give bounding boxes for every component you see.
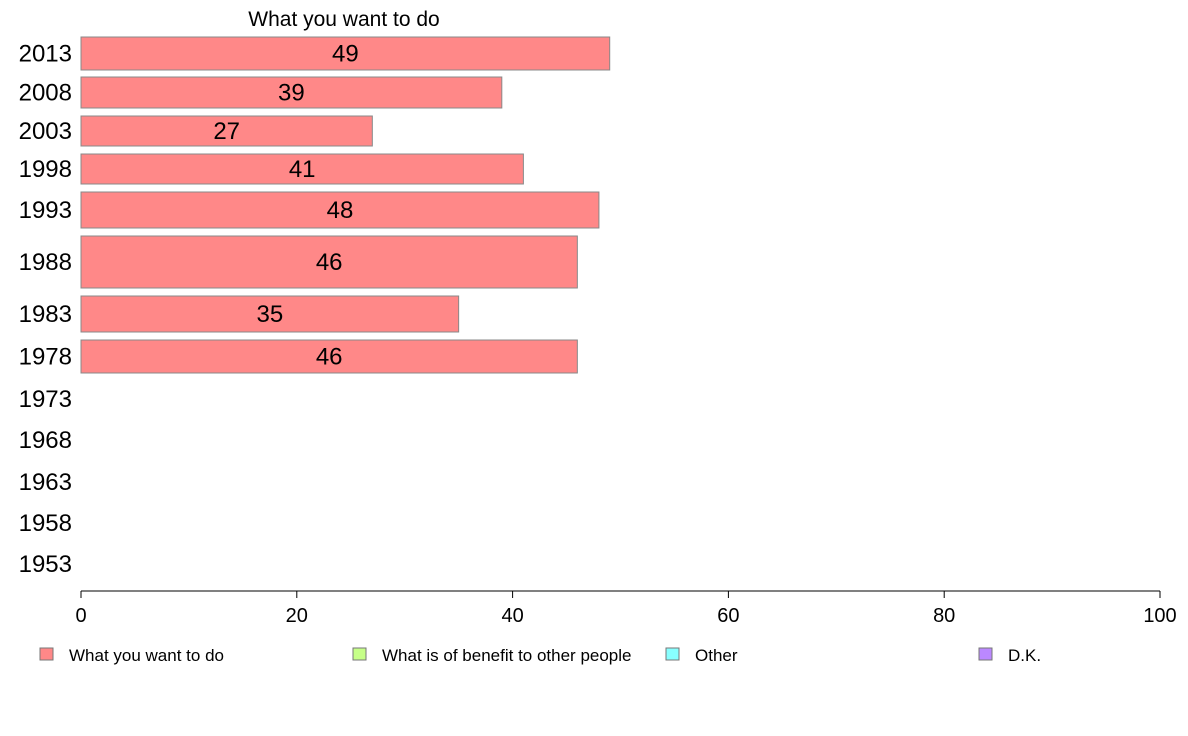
bar-1983	[80, 295, 460, 333]
category-label-1983: 1983	[19, 301, 72, 328]
bar-2013	[80, 36, 611, 71]
bar-2003	[80, 115, 373, 147]
bar-row-1983: 1983 35	[19, 295, 460, 333]
category-label-1993: 1993	[19, 197, 72, 224]
category-label-1973: 1973	[19, 386, 72, 413]
category-label-2003: 2003	[19, 118, 72, 145]
legend: What you want to do What is of benefit to…	[39, 646, 1041, 665]
category-label-1978: 1978	[19, 344, 72, 371]
x-tick-label-0: 0	[75, 605, 86, 627]
legend-item-3: D.K.	[978, 646, 1041, 665]
chart-rows: 2013 49 2008 39 2003 27 1998 41 1993 48 1988 46 1983…	[19, 36, 611, 578]
category-label-1958: 1958	[19, 510, 72, 537]
category-label-1953: 1953	[19, 551, 72, 578]
bar-1978	[80, 339, 578, 374]
legend-item-0: What you want to do	[39, 646, 224, 665]
bar-1993	[80, 191, 600, 229]
chart-title: What you want to do	[248, 8, 439, 31]
category-label-2013: 2013	[19, 41, 72, 68]
bar-row-1973: 1973	[19, 386, 72, 413]
category-label-2008: 2008	[19, 80, 72, 107]
bar-row-1958: 1958	[19, 510, 72, 537]
bar-row-1988: 1988 46	[19, 235, 578, 289]
legend-swatch-3	[978, 647, 993, 661]
bar-1998	[80, 153, 524, 185]
category-label-1988: 1988	[19, 249, 72, 276]
legend-label-1: What is of benefit to other people	[382, 646, 632, 665]
bar-row-1963: 1963	[19, 469, 72, 496]
legend-label-0: What you want to do	[69, 646, 224, 665]
bar-row-2003: 2003 27	[19, 115, 373, 147]
category-label-1968: 1968	[19, 427, 72, 454]
bar-row-1978: 1978 46	[19, 339, 578, 374]
legend-swatch-0	[39, 647, 54, 661]
x-tick-label-60: 60	[717, 605, 739, 627]
bar-1988	[80, 235, 578, 289]
legend-item-1: What is of benefit to other people	[352, 646, 632, 665]
category-label-1998: 1998	[19, 156, 72, 183]
bar-2008	[80, 76, 503, 109]
x-tick-label-20: 20	[286, 605, 308, 627]
data-label-1983: 35	[256, 301, 283, 328]
x-axis: 0 20 40 60 80 100	[75, 590, 1177, 627]
data-label-2003: 27	[213, 118, 240, 145]
data-label-2008: 39	[278, 80, 305, 107]
bar-row-1953: 1953	[19, 551, 72, 578]
legend-label-3: D.K.	[1008, 646, 1041, 665]
legend-swatch-1	[352, 647, 367, 661]
x-tick-label-100: 100	[1143, 605, 1176, 627]
bar-row-1968: 1968	[19, 427, 72, 454]
data-label-1993: 48	[327, 197, 354, 224]
legend-label-2: Other	[695, 646, 738, 665]
x-tick-label-80: 80	[933, 605, 955, 627]
bar-row-2008: 2008 39	[19, 76, 503, 109]
bar-row-1998: 1998 41	[19, 153, 524, 185]
x-tick-label-40: 40	[501, 605, 523, 627]
category-label-1963: 1963	[19, 469, 72, 496]
legend-swatch-2	[665, 647, 680, 661]
data-label-1988: 46	[316, 249, 343, 276]
data-label-1998: 41	[289, 156, 316, 183]
data-label-2013: 49	[332, 41, 359, 68]
legend-item-2: Other	[665, 646, 738, 665]
bar-row-1993: 1993 48	[19, 191, 600, 229]
bar-row-2013: 2013 49	[19, 36, 611, 71]
data-label-1978: 46	[316, 344, 343, 371]
